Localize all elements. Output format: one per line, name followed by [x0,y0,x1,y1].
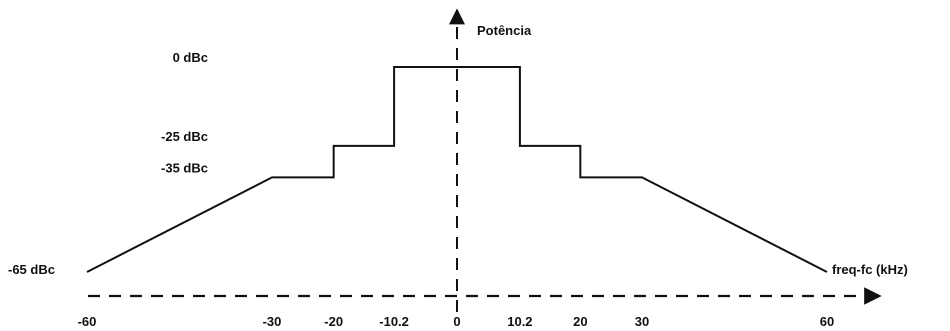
y-tick-label: -25 dBc [161,129,208,144]
x-tick-label: 20 [573,314,587,329]
series-layer [86,66,828,273]
x-tick-label: -20 [324,314,343,329]
x-tick-label: -10.2 [379,314,409,329]
x-tick-label: -60 [78,314,97,329]
y-axis-label: Potência [477,23,532,38]
y-tick-label: 0 dBc [173,50,208,65]
x-axis-label: freq-fc (kHz) [832,262,908,277]
x-tick-label: 30 [635,314,649,329]
y-tick-label: -65 dBc [8,262,55,277]
x-tick-label: 60 [820,314,834,329]
spectrum-mask-line [86,66,828,273]
x-tick-label: -30 [263,314,282,329]
x-tick-labels: -60 -30 -20 -10.2 0 10.2 20 30 60 [78,314,835,329]
y-tick-label: -35 dBc [161,160,208,175]
x-tick-label: 0 [453,314,460,329]
x-tick-label: 10.2 [507,314,532,329]
y-tick-labels: 0 dBc -25 dBc -35 dBc -65 dBc [8,50,208,277]
